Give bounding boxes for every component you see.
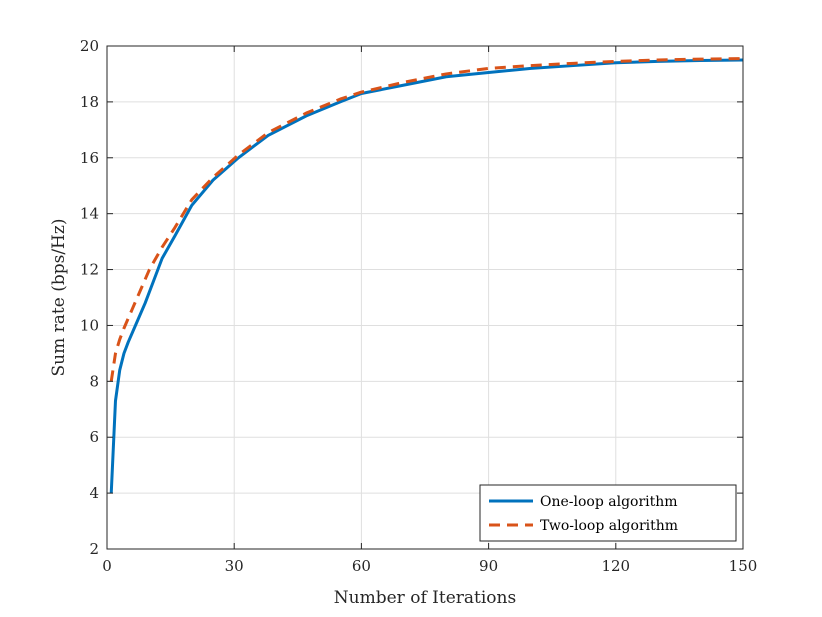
y-tick-label: 6 <box>89 428 99 446</box>
plot-frame <box>106 45 744 550</box>
x-tick-label: 120 <box>601 557 630 575</box>
y-axis-label: Sum rate (bps/Hz) <box>49 219 69 377</box>
x-tick-label: 90 <box>479 557 498 575</box>
x-tick-label: 30 <box>225 557 244 575</box>
legend-label: One-loop algorithm <box>540 494 678 510</box>
legend-box <box>479 484 737 542</box>
x-axis-label: Number of Iterations <box>334 588 516 608</box>
series-lines <box>109 57 744 494</box>
x-tick-label: 0 <box>102 557 112 575</box>
plot-area <box>107 46 743 549</box>
y-tick-label: 12 <box>80 261 99 279</box>
y-tick-label: 8 <box>89 372 99 390</box>
y-tick-label: 20 <box>80 37 99 55</box>
legend-label: Two-loop algorithm <box>540 518 678 534</box>
series-line <box>109 57 744 382</box>
series-line <box>109 58 744 494</box>
y-tick-label: 2 <box>89 540 99 558</box>
x-tick-label: 60 <box>352 557 371 575</box>
y-tick-label: 10 <box>80 316 99 334</box>
y-tick-label: 16 <box>80 149 99 167</box>
grid-lines <box>107 46 743 549</box>
y-tick-label: 18 <box>80 93 99 111</box>
y-tick-label: 14 <box>80 205 99 223</box>
axis-ticks: 0 30 60 90 120 150 2 4 6 8 10 12 14 16 18 20 <box>80 37 757 575</box>
legend: One-loop algorithm Two-loop algorithm <box>479 484 737 542</box>
x-tick-label: 150 <box>729 557 758 575</box>
y-tick-label: 4 <box>89 484 99 502</box>
